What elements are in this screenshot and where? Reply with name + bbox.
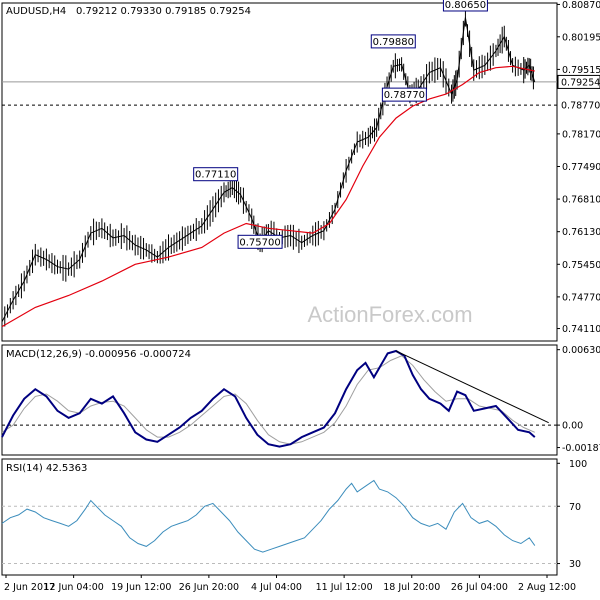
- sma-line: [1, 65, 535, 328]
- annotation-label: 0.80650: [445, 0, 486, 11]
- rsi-y-tick-label: 70: [569, 502, 581, 513]
- annotation-label: 0.75700: [239, 237, 280, 248]
- price-annotation-0: 0.80650: [442, 0, 488, 12]
- price-y-tick-label: 0.74110: [562, 324, 600, 335]
- annotation-box: [193, 167, 239, 182]
- x-tick-label: 11 Jul 12:00: [316, 582, 373, 593]
- panel-frame-1: [1, 344, 558, 456]
- rsi-line: [1, 479, 536, 553]
- price-annotation-3: 0.77110: [193, 167, 239, 182]
- support-price-box: [557, 98, 600, 113]
- x-tick-label: 26 Jul 04:00: [451, 582, 508, 593]
- macd-y-tick-label: 0.00: [562, 421, 583, 432]
- current-price-label: 0.79254: [561, 77, 600, 88]
- x-tick-label: 18 Jul 20:00: [383, 582, 440, 593]
- price-y-tick-label: 0.79515: [562, 65, 600, 76]
- price-panel: 0.80650 0.79880 0.78770 0.77110 0.75700: [1, 0, 557, 332]
- macd-y-tick-label: 0.006308: [562, 345, 600, 356]
- macd-y-tick-label: -0.001877: [562, 443, 600, 454]
- x-tick-label: 12 Jun 04:00: [43, 582, 103, 593]
- panel-frame-2: [1, 458, 558, 576]
- watermark: ActionForex.com: [307, 302, 472, 327]
- macd-trendline: [395, 350, 549, 424]
- rsi-y-tick-label: 30: [569, 559, 581, 570]
- axes: 0.808700.801950.795150.788350.781700.774…: [4, 0, 600, 593]
- rsi-label: RSI(14) 42.5363: [6, 463, 87, 474]
- panel-frames: [1, 2, 558, 576]
- x-tick-label: 19 Jun 12:00: [111, 582, 171, 593]
- x-tick-label: 26 Jun 20:00: [179, 582, 239, 593]
- x-tick-label: 4 Jul 04:00: [251, 582, 302, 593]
- symbol-label: AUDUSD,H4: [6, 6, 66, 17]
- rsi-y-tick-label: 100: [569, 459, 587, 470]
- annotation-label: 0.79880: [373, 37, 414, 48]
- macd-signal-line: [1, 355, 535, 445]
- rsi-panel: [1, 479, 557, 565]
- annotation-box: [442, 0, 488, 12]
- price-y-tick-label: 0.76130: [562, 227, 600, 238]
- price-y-tick-label: 0.74770: [562, 292, 600, 303]
- annotation-box: [370, 34, 416, 49]
- macd-label: MACD(12,26,9) -0.000956 -0.000724: [6, 349, 191, 360]
- price-annotation-4: 0.75700: [237, 234, 283, 249]
- support-price-label: 0.78770: [561, 101, 600, 112]
- x-tick-label: 2 Jun 2017: [4, 582, 55, 593]
- price-annotation-2: 0.78770: [381, 87, 427, 102]
- price-annotation-1: 0.79880: [370, 34, 416, 49]
- macd-line: [1, 349, 536, 448]
- annotation-label: 0.78770: [384, 90, 425, 101]
- annotation-label: 0.77110: [195, 170, 236, 181]
- annotation-box: [381, 87, 427, 102]
- price-y-tick-label: 0.80870: [562, 0, 600, 11]
- price-y-tick-label: 0.76810: [562, 195, 600, 206]
- price-y-tick-label: 0.78170: [562, 129, 600, 140]
- annotation-box: [237, 234, 283, 249]
- macd-panel: [1, 349, 557, 448]
- price-y-tick-label: 0.75450: [562, 260, 600, 271]
- x-tick-label: 2 Aug 12:00: [518, 582, 576, 593]
- price-y-tick-label: 0.77490: [562, 162, 600, 173]
- panel-frame-0: [1, 2, 558, 342]
- current-price-box: [557, 74, 600, 89]
- ohlc-readout: 0.79212 0.79330 0.79185 0.79254: [76, 6, 251, 17]
- price-y-tick-label: 0.80195: [562, 32, 600, 43]
- price-series-line: [1, 17, 536, 323]
